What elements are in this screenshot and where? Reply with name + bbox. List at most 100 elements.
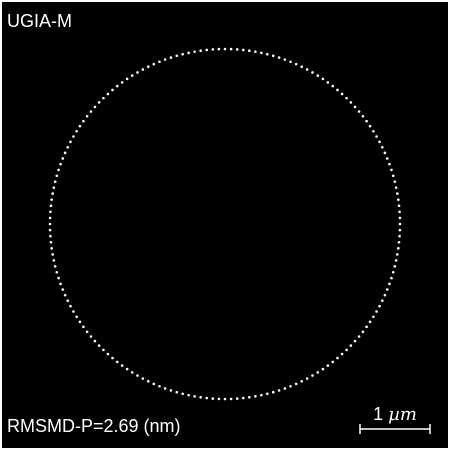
ring-dot <box>217 397 221 401</box>
ring-dot <box>260 51 263 55</box>
ring-dot <box>63 151 67 155</box>
ring-dot <box>357 110 361 113</box>
ring-dot <box>146 379 150 383</box>
ring-dot <box>316 371 320 374</box>
ring-dot <box>205 396 209 400</box>
ring-dot <box>353 105 357 109</box>
ring-dot <box>211 397 215 400</box>
ring-dot <box>49 234 52 238</box>
ring-dot <box>235 397 239 400</box>
ring-dot <box>53 265 57 268</box>
ring-dot <box>120 81 124 84</box>
ring-dot <box>193 50 196 53</box>
ring-dot <box>385 157 389 160</box>
ring-dot <box>59 282 62 286</box>
ring-dot <box>217 47 221 51</box>
ring-dot <box>283 58 287 61</box>
ring-dot <box>175 390 179 394</box>
ring-dot <box>97 344 101 347</box>
ring-dot <box>391 174 395 178</box>
ring-dot <box>365 119 368 123</box>
ring-dot <box>187 393 190 397</box>
ring-dot <box>125 77 129 81</box>
ring-dot <box>97 101 101 104</box>
ring-dot <box>266 392 269 396</box>
ring-dot <box>388 162 391 166</box>
ring-dot <box>199 396 202 399</box>
metric-label: RMSMD-P=2.69 (nm) <box>7 416 181 436</box>
ring-dot <box>305 68 309 71</box>
scale-bar-label: 1 µm <box>359 404 431 425</box>
ring-dot <box>398 210 401 214</box>
ring-dot <box>55 174 59 178</box>
ring-dot <box>223 397 227 401</box>
ring-dot <box>300 65 304 69</box>
ring-dot <box>241 396 245 400</box>
ring-dot <box>383 151 387 155</box>
ring-dot <box>345 348 348 352</box>
ring-dot <box>357 335 361 338</box>
ring-dot <box>85 330 89 334</box>
ring-dot <box>136 374 139 377</box>
ring-dot <box>141 377 145 380</box>
ring-dot <box>300 379 304 383</box>
ring-dot <box>365 325 368 329</box>
ring-dot <box>49 240 53 244</box>
ring-dot <box>205 48 209 52</box>
ring-dot <box>130 74 134 77</box>
ring-dot <box>53 180 57 183</box>
ring-dot <box>326 364 330 367</box>
ring-dot <box>61 288 65 291</box>
ring-dot <box>390 276 393 280</box>
ring-dot <box>69 304 72 308</box>
ring-dot <box>102 96 105 100</box>
ring-dot <box>111 88 114 92</box>
ring-dot <box>193 395 196 398</box>
ring-dot <box>48 222 52 226</box>
ring-dot <box>349 344 353 347</box>
ring-dot <box>158 384 161 388</box>
ring-dot <box>52 259 56 262</box>
ring-dot <box>106 352 110 356</box>
scale-bar-value: 1 <box>373 404 384 424</box>
ring-dot <box>383 293 387 297</box>
ring-dot <box>254 395 257 398</box>
ring-dot <box>277 56 281 59</box>
ring-dot <box>72 310 75 313</box>
ring-dot <box>380 299 384 303</box>
ring-dot <box>61 157 65 160</box>
ring-dot <box>372 129 375 133</box>
ring-dot <box>289 384 292 388</box>
ring-dot <box>66 145 70 149</box>
ring-dot <box>294 382 298 386</box>
ring-dot <box>181 52 184 56</box>
ring-dot <box>390 168 393 172</box>
ring-dot <box>353 339 357 343</box>
ring-dot <box>340 92 344 96</box>
ring-dot <box>75 129 78 133</box>
ring-dot <box>63 293 67 297</box>
ring-dot <box>368 320 372 324</box>
ring-dot <box>50 247 53 250</box>
ring-dot <box>152 382 156 386</box>
ring-dot <box>52 186 56 189</box>
ring-dot <box>248 49 251 52</box>
ring-dot <box>398 228 402 232</box>
ring-dot <box>294 62 298 66</box>
ring-dot <box>146 65 150 69</box>
scale-bar-unit: µm <box>388 404 417 425</box>
ring-dot <box>271 390 275 394</box>
ring-dot <box>75 315 78 319</box>
ring-dot <box>78 124 82 128</box>
ring-dot <box>49 204 53 208</box>
ring-dot <box>141 68 145 71</box>
ring-dot <box>361 330 365 334</box>
ring-dot <box>375 310 378 313</box>
ring-dot <box>260 393 263 397</box>
ring-dot <box>283 387 287 390</box>
ring-dot <box>397 204 401 208</box>
ring-dot <box>136 71 139 74</box>
ring-dot <box>125 367 129 371</box>
